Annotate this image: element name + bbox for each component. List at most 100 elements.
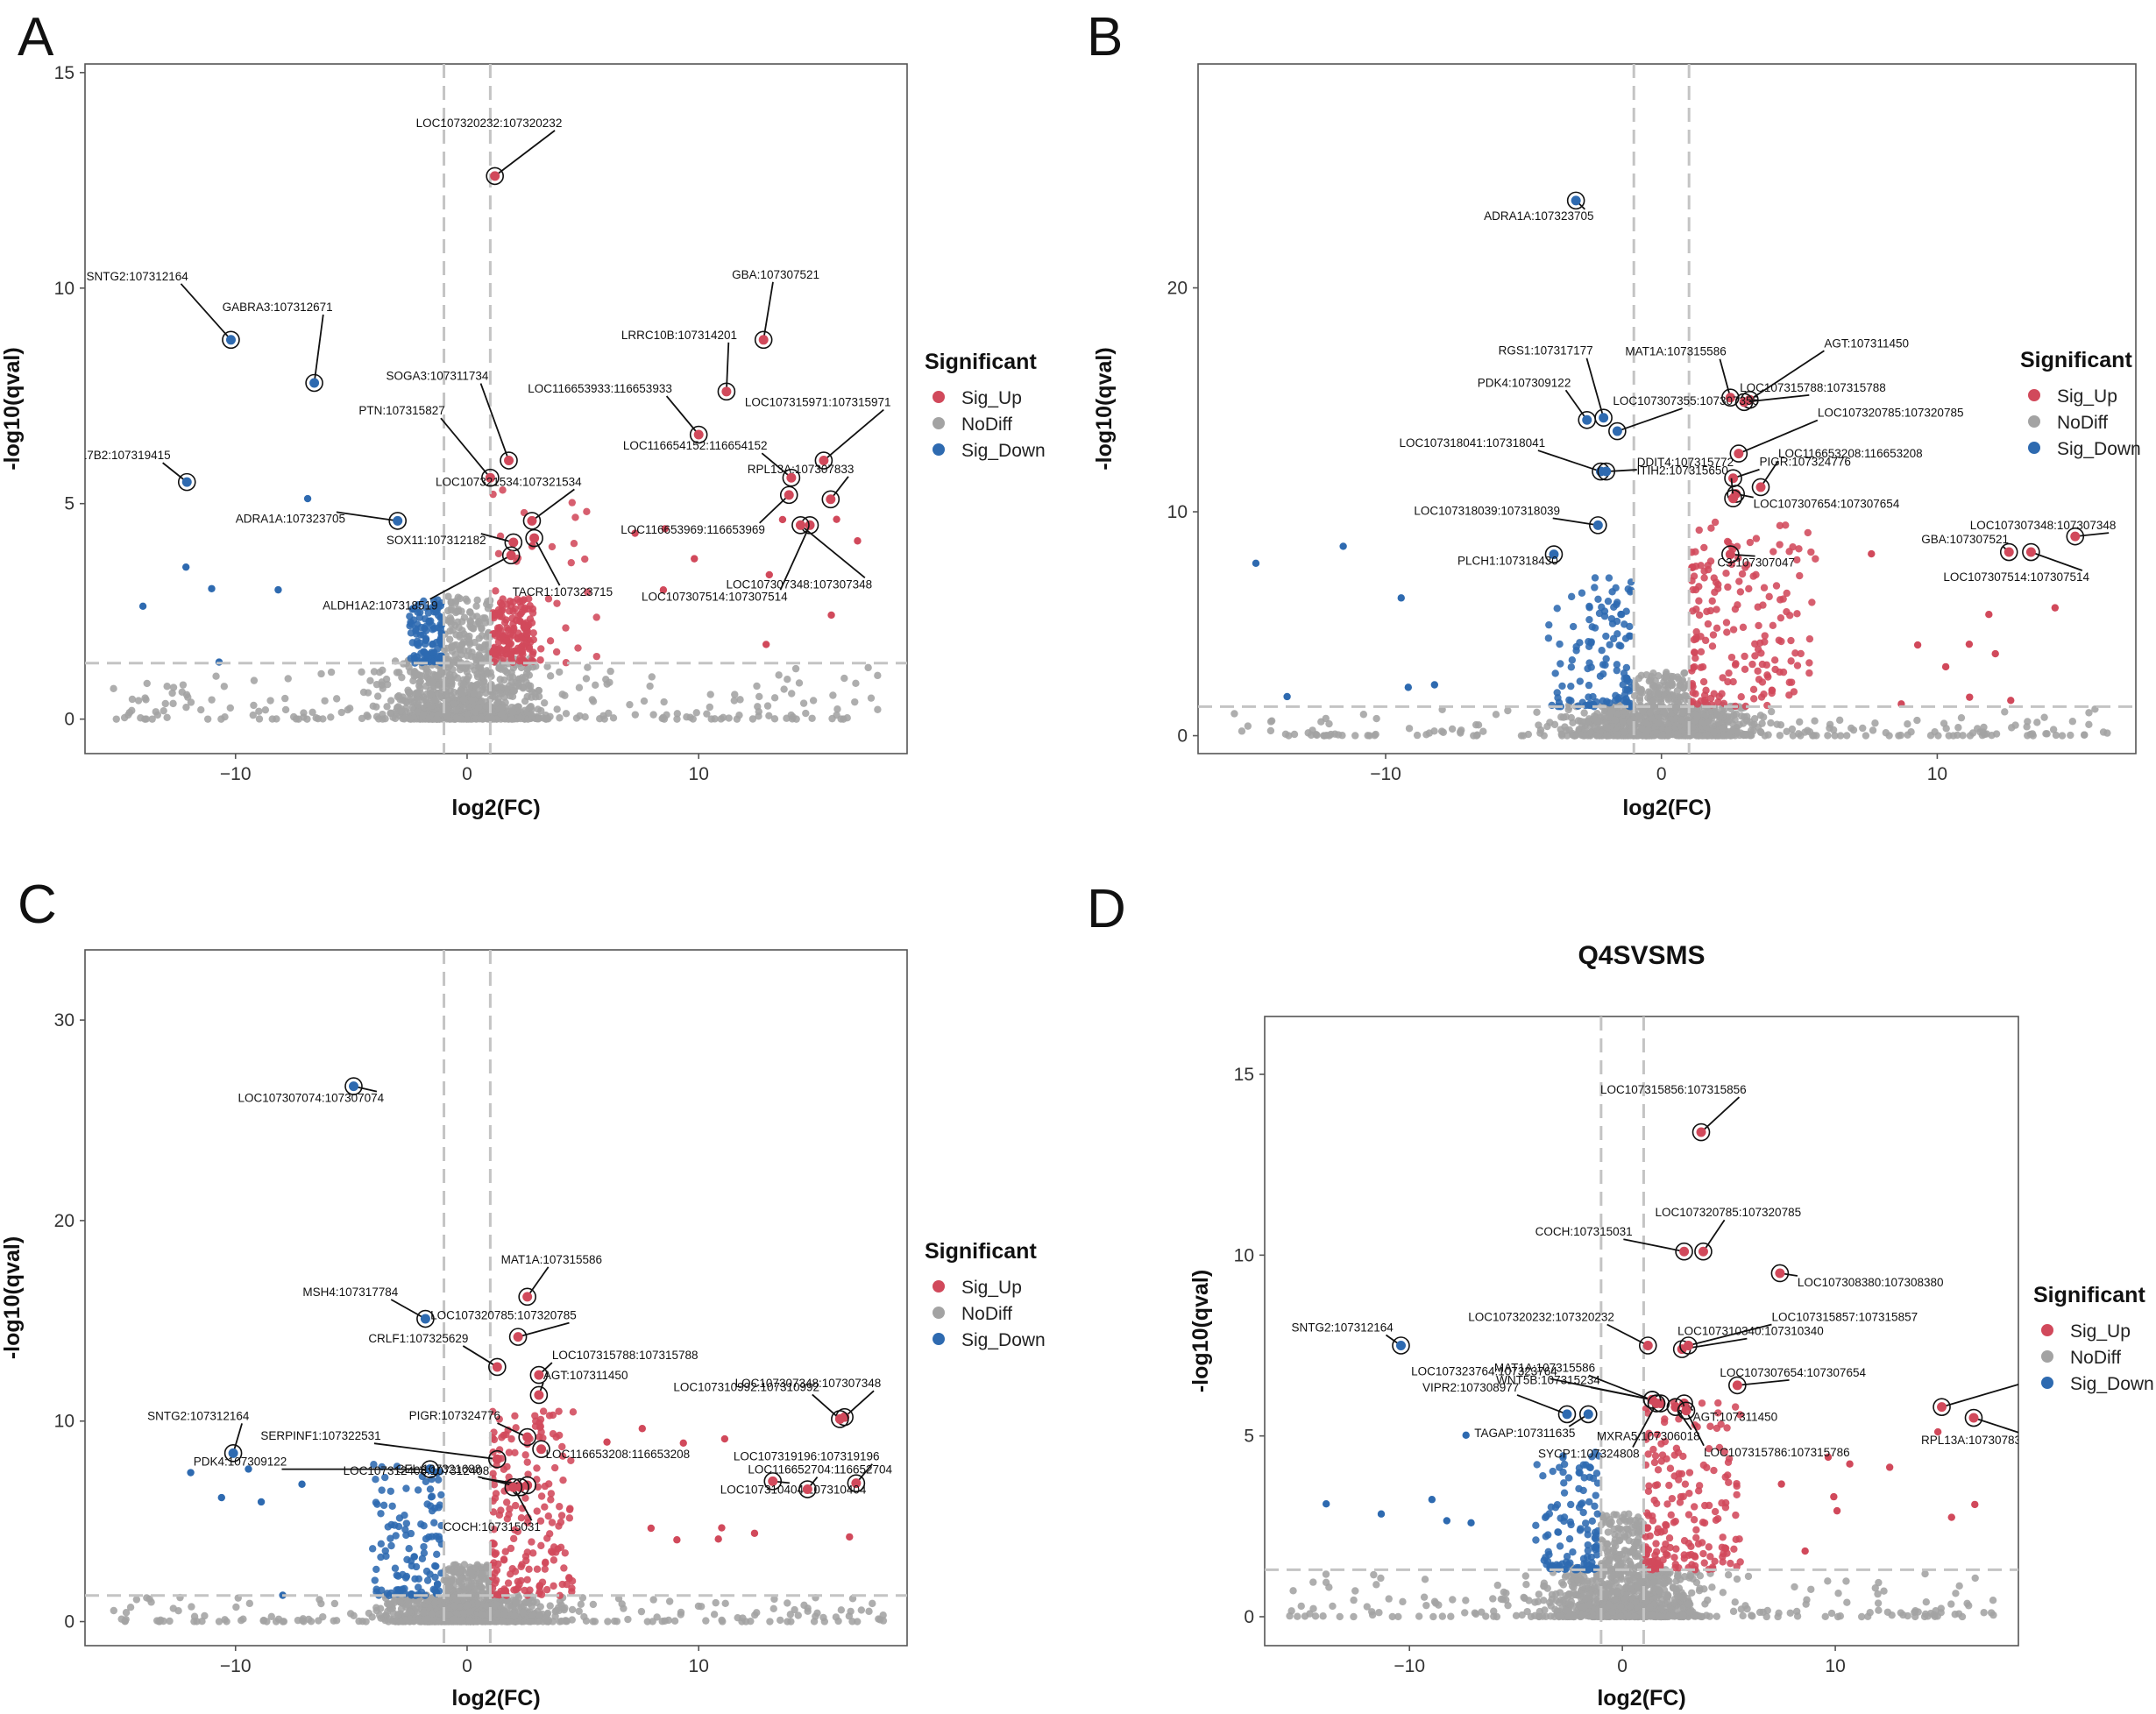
data-point bbox=[1759, 713, 1768, 721]
data-point bbox=[1673, 673, 1682, 681]
point-label: GABRA3:107312671 bbox=[223, 301, 333, 314]
label-leader bbox=[462, 1345, 498, 1368]
data-point bbox=[303, 494, 312, 503]
data-point bbox=[791, 664, 800, 673]
data-point bbox=[431, 1599, 439, 1607]
data-point bbox=[249, 711, 257, 719]
data-point bbox=[1655, 672, 1663, 680]
data-point bbox=[833, 711, 840, 719]
data-point bbox=[567, 558, 575, 567]
data-point bbox=[546, 1602, 554, 1610]
data-point bbox=[1985, 611, 1993, 619]
data-point bbox=[550, 1582, 557, 1590]
data-point bbox=[411, 1575, 419, 1583]
data-point bbox=[435, 652, 443, 660]
data-point bbox=[1635, 687, 1642, 695]
data-point bbox=[110, 1606, 118, 1615]
x-axis-label: log2(FC) bbox=[1622, 796, 1711, 820]
labeled-point-ring bbox=[782, 468, 801, 487]
data-point bbox=[433, 715, 441, 723]
data-point bbox=[255, 715, 264, 723]
data-point bbox=[499, 647, 507, 655]
data-point bbox=[869, 1599, 876, 1608]
data-point bbox=[568, 1605, 577, 1614]
data-point bbox=[536, 1603, 544, 1611]
data-point bbox=[383, 703, 391, 711]
data-point bbox=[112, 715, 120, 723]
data-point bbox=[362, 1618, 370, 1625]
labeled-point-ring bbox=[529, 1385, 549, 1405]
labeled-point bbox=[393, 515, 403, 526]
data-point bbox=[1606, 641, 1613, 648]
point-label: LOC116653208:116653208 bbox=[1778, 447, 1923, 460]
data-point bbox=[317, 1599, 325, 1608]
legend-entry: Sig_Down bbox=[961, 1330, 1046, 1350]
legend-marker bbox=[933, 1280, 945, 1293]
data-point bbox=[1339, 542, 1347, 550]
data-point bbox=[2049, 726, 2058, 733]
data-point bbox=[735, 711, 743, 719]
data-point bbox=[303, 715, 311, 723]
point-label: SERPINF1:107322531 bbox=[260, 1429, 380, 1442]
data-point bbox=[478, 715, 486, 723]
labeled-point-ring bbox=[488, 1357, 507, 1377]
data-point bbox=[519, 1609, 528, 1617]
data-point bbox=[426, 1570, 434, 1578]
label-leader bbox=[1760, 460, 1779, 488]
data-point bbox=[1700, 691, 1709, 699]
x-axis-label: log2(FC) bbox=[451, 1686, 540, 1710]
data-point bbox=[489, 1470, 497, 1477]
label-leader bbox=[513, 1486, 533, 1521]
data-point bbox=[465, 647, 472, 655]
labeled-point-ring bbox=[508, 1328, 528, 1346]
data-point bbox=[1565, 696, 1573, 704]
plot-area: ADRA1A:107323705MAT1A:107315586AGT:10731… bbox=[1198, 64, 2136, 754]
data-point bbox=[766, 1618, 774, 1625]
data-point bbox=[568, 1584, 576, 1592]
data-point bbox=[1688, 723, 1697, 732]
legend-entry: NoDiff bbox=[2057, 413, 2108, 433]
data-point bbox=[1622, 607, 1630, 615]
labeled-point bbox=[508, 537, 519, 548]
data-point bbox=[557, 1518, 565, 1526]
data-point bbox=[445, 1565, 453, 1573]
data-point bbox=[653, 1613, 661, 1621]
data-point bbox=[2007, 697, 2015, 705]
data-point bbox=[514, 644, 522, 653]
data-point bbox=[212, 672, 220, 680]
data-point bbox=[683, 713, 691, 721]
point-label: LOC107310404:107310404 bbox=[720, 1483, 867, 1496]
data-point bbox=[298, 1480, 306, 1488]
data-point bbox=[379, 710, 387, 719]
data-point bbox=[718, 1524, 726, 1532]
legend-entry: Sig_Up bbox=[961, 1278, 1022, 1298]
point-label: LOC107318041:107318041 bbox=[1399, 436, 1545, 450]
labeled-point bbox=[795, 520, 805, 530]
data-point bbox=[592, 652, 600, 661]
data-point bbox=[1787, 636, 1795, 645]
data-point bbox=[1724, 583, 1732, 591]
data-point bbox=[1754, 645, 1762, 654]
data-point bbox=[537, 706, 545, 715]
data-point bbox=[166, 1617, 174, 1625]
data-point bbox=[1689, 585, 1697, 594]
label-leader bbox=[759, 494, 790, 524]
data-point bbox=[528, 619, 536, 627]
data-point bbox=[550, 1463, 559, 1472]
data-point bbox=[730, 697, 739, 705]
labeled-point-ring bbox=[529, 1365, 549, 1385]
data-point bbox=[543, 1618, 550, 1625]
data-point bbox=[143, 679, 151, 688]
label-leader bbox=[497, 1422, 528, 1438]
labeled-point bbox=[1739, 397, 1749, 407]
data-point bbox=[1767, 719, 1775, 727]
label-leader bbox=[390, 1299, 426, 1320]
legend-marker bbox=[2028, 389, 2040, 401]
data-point bbox=[479, 1569, 486, 1578]
data-point bbox=[1739, 719, 1748, 727]
data-point bbox=[469, 625, 478, 633]
label-leader bbox=[479, 383, 510, 461]
data-point bbox=[809, 697, 818, 705]
point-label: LOC107319196:107319196 bbox=[734, 1450, 880, 1463]
data-point bbox=[501, 1548, 509, 1555]
